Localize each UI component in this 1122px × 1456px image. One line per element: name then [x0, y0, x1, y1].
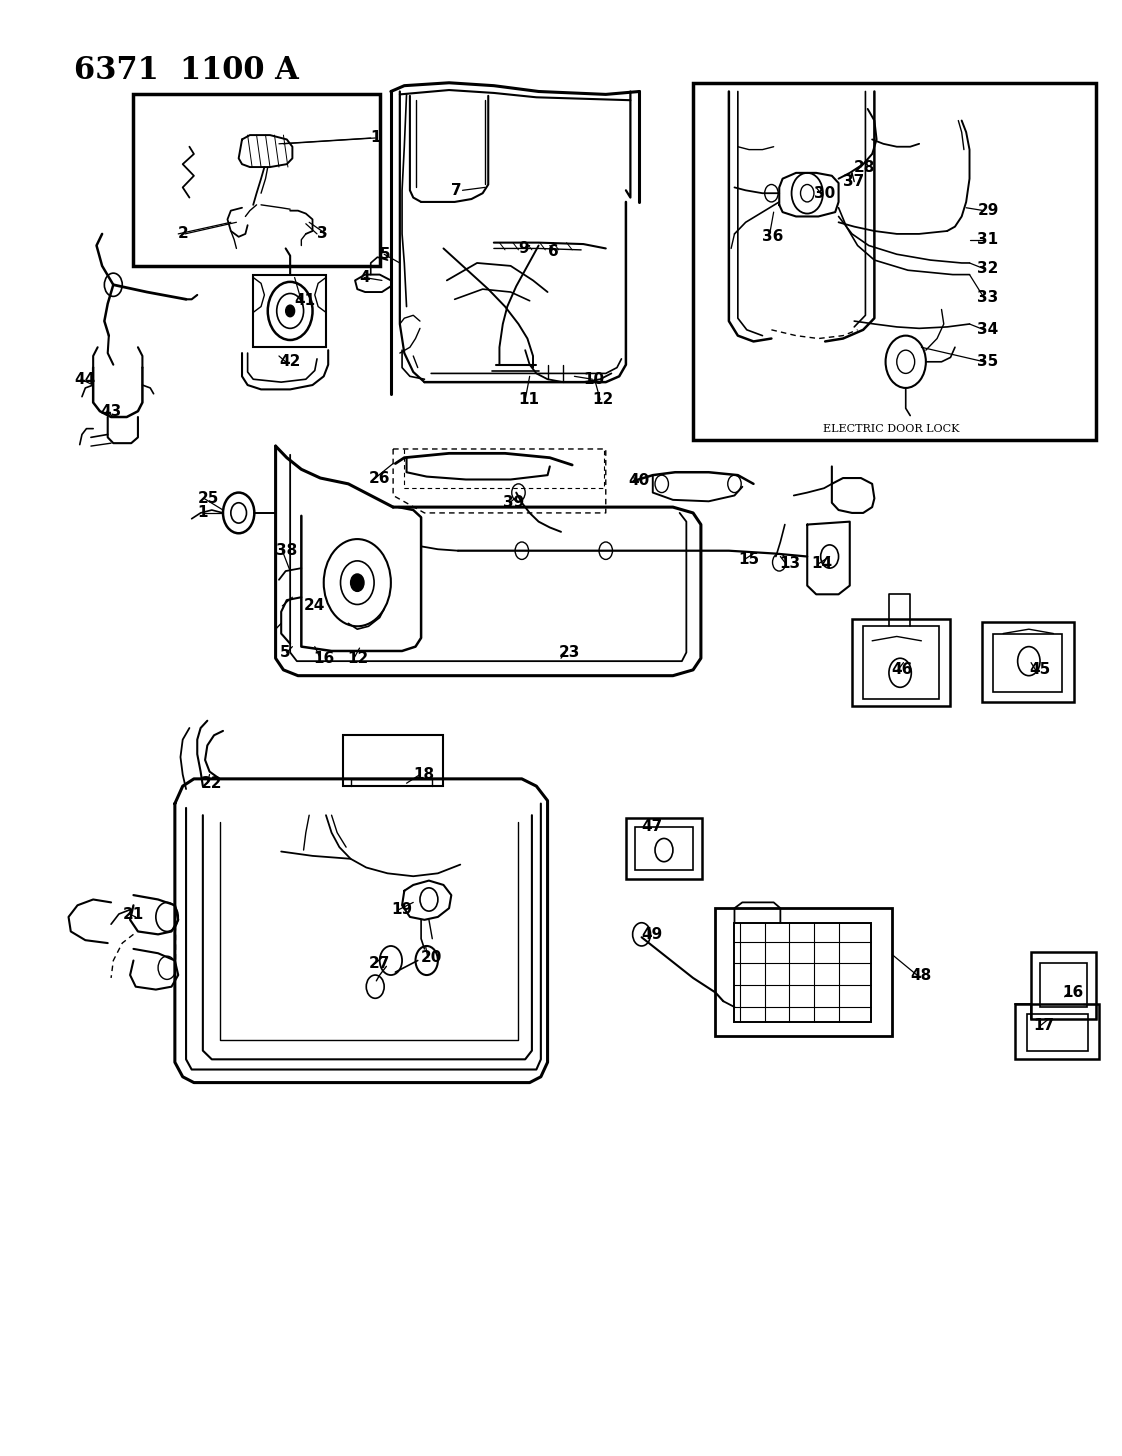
Bar [993, 633, 1063, 692]
Text: 19: 19 [390, 903, 412, 917]
Text: 31: 31 [977, 232, 999, 248]
Text: 33: 33 [977, 290, 999, 306]
Text: 24: 24 [304, 598, 325, 613]
Text: 38: 38 [276, 543, 297, 558]
Text: 22: 22 [201, 776, 222, 791]
Text: 6371  1100 A: 6371 1100 A [74, 55, 298, 86]
Text: 49: 49 [642, 927, 663, 942]
Text: 12: 12 [347, 651, 368, 665]
Text: 39: 39 [503, 495, 524, 510]
Text: 14: 14 [811, 556, 833, 571]
Text: 32: 32 [977, 261, 999, 277]
Text: 46: 46 [891, 662, 912, 677]
Bar [1040, 964, 1087, 1008]
Text: 28: 28 [854, 160, 875, 175]
Text: 48: 48 [910, 968, 931, 983]
Bar [982, 622, 1074, 702]
Bar [735, 923, 871, 1022]
Text: 16: 16 [1063, 986, 1084, 1000]
Bar [852, 619, 950, 706]
Text: 41: 41 [295, 293, 315, 309]
Text: 16: 16 [314, 651, 334, 665]
Bar [1031, 952, 1096, 1019]
Bar [1015, 1005, 1100, 1060]
Text: 29: 29 [977, 204, 999, 218]
Text: 5: 5 [379, 246, 390, 262]
Text: 6: 6 [548, 243, 559, 259]
Text: 18: 18 [413, 767, 434, 782]
Bar [342, 735, 443, 786]
Text: 43: 43 [100, 403, 121, 419]
Text: 35: 35 [977, 354, 999, 370]
Bar [693, 83, 1096, 440]
Text: 15: 15 [738, 552, 758, 566]
Bar [626, 818, 702, 879]
Text: 4: 4 [359, 269, 370, 285]
Text: 20: 20 [421, 951, 442, 965]
Bar [635, 827, 693, 871]
Text: 36: 36 [763, 229, 784, 245]
Text: 27: 27 [368, 957, 389, 971]
Text: 47: 47 [642, 820, 663, 834]
Text: 7: 7 [451, 183, 462, 198]
Bar [863, 626, 939, 699]
Bar [716, 909, 892, 1037]
Text: 10: 10 [583, 371, 605, 387]
Text: 5: 5 [280, 645, 291, 660]
Text: 13: 13 [780, 556, 800, 571]
Text: 1: 1 [197, 505, 208, 520]
Text: 11: 11 [518, 392, 540, 408]
Text: 42: 42 [279, 354, 301, 370]
Text: 21: 21 [122, 907, 144, 922]
Text: 44: 44 [74, 371, 95, 387]
Text: 34: 34 [977, 322, 999, 338]
Bar [134, 95, 379, 266]
Text: 1: 1 [370, 131, 381, 146]
Circle shape [286, 306, 295, 317]
Text: 17: 17 [1033, 1018, 1055, 1034]
Text: 45: 45 [1029, 662, 1050, 677]
Text: 9: 9 [518, 240, 530, 256]
Text: 30: 30 [813, 186, 835, 201]
Text: 37: 37 [843, 175, 864, 189]
Bar [254, 275, 327, 347]
Text: 23: 23 [559, 645, 580, 660]
Text: 2: 2 [178, 226, 188, 242]
Circle shape [350, 574, 364, 591]
Text: 3: 3 [318, 226, 328, 242]
Text: 26: 26 [368, 470, 390, 485]
Text: 25: 25 [197, 491, 219, 505]
Text: 12: 12 [592, 392, 614, 408]
Text: 40: 40 [628, 473, 650, 488]
Bar [1027, 1015, 1088, 1051]
Text: ELECTRIC DOOR LOCK: ELECTRIC DOOR LOCK [822, 424, 959, 434]
